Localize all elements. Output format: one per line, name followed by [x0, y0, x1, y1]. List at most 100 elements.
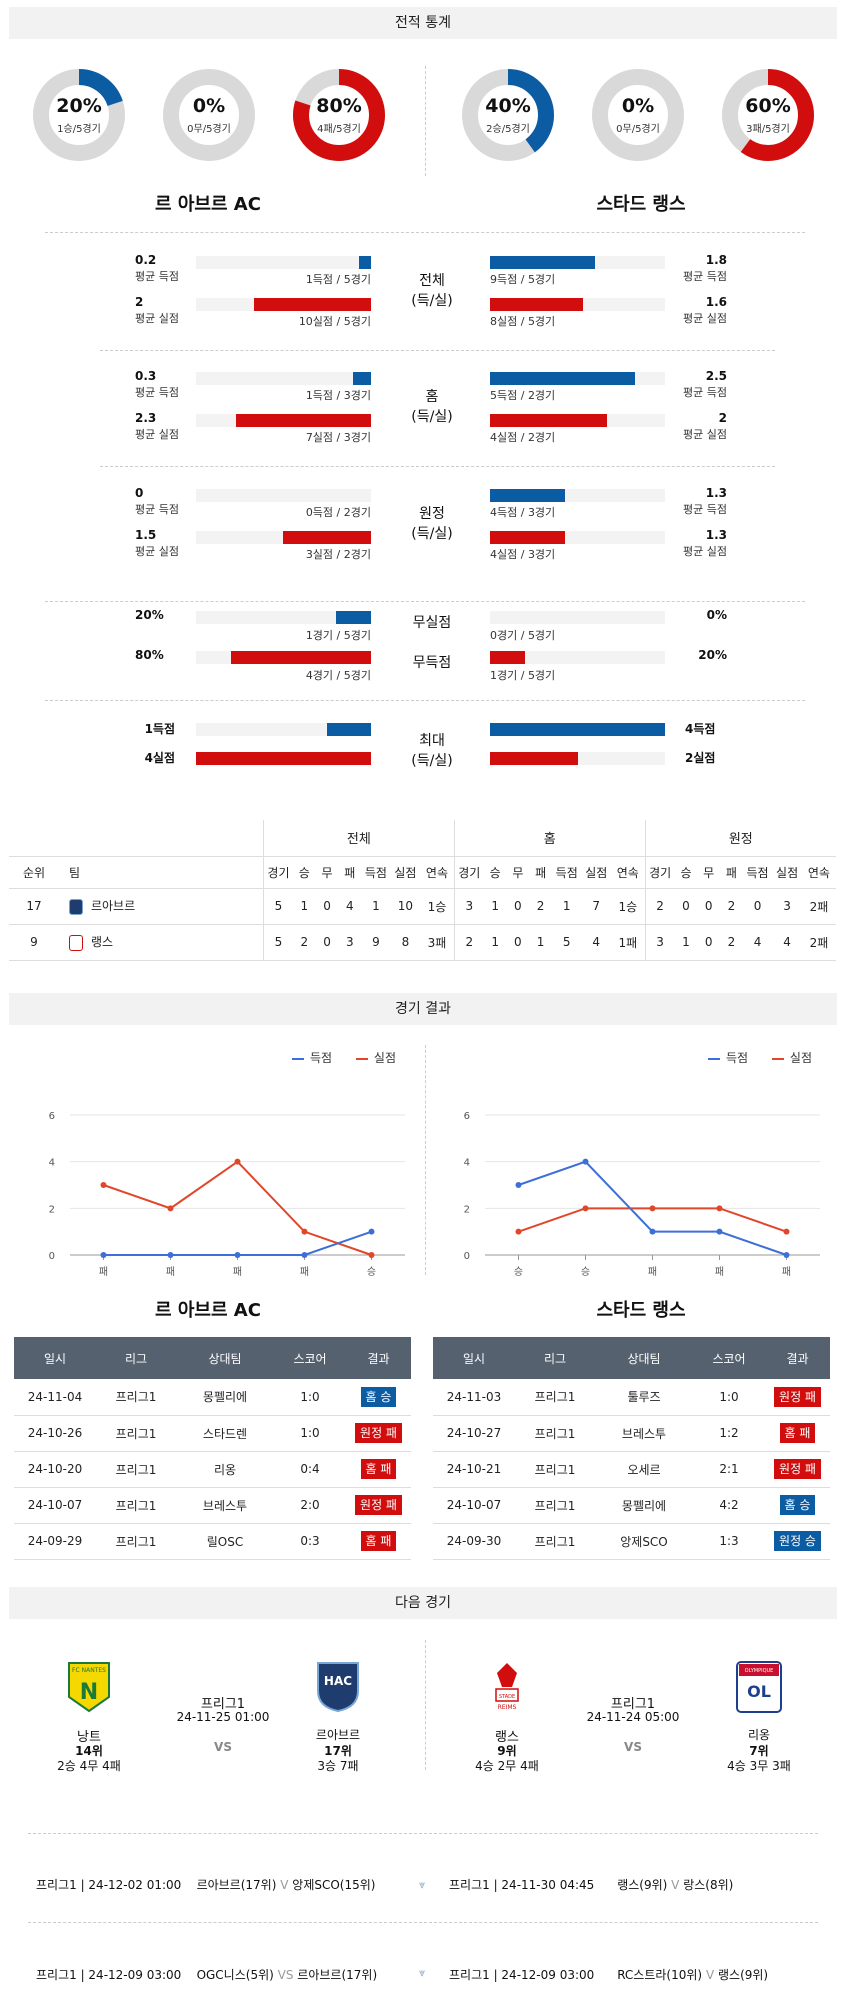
table-row[interactable]: 24-10-07 프리그1 몽펠리에 4:2 홈 승 [433, 1487, 830, 1524]
stat-left-bar [353, 372, 371, 385]
chart-concede-point[interactable] [515, 1228, 522, 1235]
standings-cell: 9 [361, 924, 391, 961]
chart-score-point[interactable] [783, 1252, 790, 1258]
table-row[interactable]: 24-11-04 프리그1 몽펠리에 1:0 홈 승 [14, 1379, 411, 1416]
standings-cell: 0 [315, 924, 339, 961]
donut-ring [722, 69, 814, 161]
chart-concede-point[interactable] [582, 1205, 589, 1212]
chart-x-tick: 패 [648, 1266, 657, 1278]
table-row[interactable]: 24-11-03 프리그1 툴루즈 1:0 원정 패 [433, 1379, 830, 1416]
results-league: 프리그1 [515, 1487, 595, 1524]
chart-score-point[interactable] [368, 1228, 375, 1235]
next-vs: VS [214, 1740, 232, 1754]
chart-score-point[interactable] [716, 1228, 723, 1235]
standings-team-cell[interactable]: 르아브르 [58, 888, 264, 925]
chart-score-point[interactable] [582, 1158, 589, 1165]
upcoming-right-2[interactable]: 프리그1 | 24-12-09 03:00 RC스트라(10위) V 랭스(9위… [449, 1966, 768, 1983]
next-time: 24-11-24 05:00 [586, 1710, 680, 1724]
chart-score-point[interactable] [649, 1228, 656, 1235]
standings-team-cell[interactable]: 랭스 [58, 924, 264, 961]
standings-cell: 0 [674, 888, 698, 925]
chart-y-tick: 4 [464, 1158, 470, 1169]
team-right-name: 스타드 랭스 [596, 194, 686, 215]
stat-left-track [196, 256, 371, 269]
chart-score-point[interactable] [234, 1252, 241, 1258]
standings-cell: 2 [453, 924, 484, 961]
max-right-bar [490, 723, 665, 736]
hac-logo-icon[interactable]: HAC [316, 1661, 360, 1713]
standings-col-header: 순위 [9, 856, 59, 889]
standings-cell: 3 [772, 888, 802, 925]
upcoming-away: 앙제SCO(15위) [292, 1878, 376, 1892]
stat-right-caption: 8실점 / 5경기 [490, 315, 556, 328]
table-row[interactable]: 24-10-07 프리그1 브레스투 2:0 원정 패 [14, 1487, 411, 1524]
chart-concede-point[interactable] [368, 1252, 375, 1258]
table-row[interactable]: 24-09-29 프리그1 릴OSC 0:3 홈 패 [14, 1523, 411, 1560]
divider [45, 601, 805, 602]
stat-left-label: 평균 득점 [135, 503, 179, 516]
standings-cell: 0 [506, 924, 530, 961]
table-row[interactable]: 24-09-30 프리그1 앙제SCO 1:3 원정 승 [433, 1523, 830, 1560]
results-result-cell: 원정 패 [765, 1451, 830, 1488]
lyon-logo-icon[interactable]: OLYMPIQUE OL [736, 1661, 782, 1713]
upcoming-left-2[interactable]: 프리그1 | 24-12-09 03:00 OGC니스(5위) VS 르아브르(… [36, 1966, 377, 1983]
standings-col-header: 무 [697, 856, 721, 889]
stat-right-value: 2 [718, 411, 727, 425]
upcoming-left-1[interactable]: 프리그1 | 24-12-02 01:00 르아브르(17위) V 앙제SCO(… [36, 1876, 375, 1893]
donut-chart: 0% 0무/5경기 [591, 68, 685, 162]
legend-score-label: 득점 [310, 1051, 333, 1065]
chart-y-tick: 0 [464, 1251, 470, 1262]
chart-concede-point[interactable] [783, 1228, 790, 1235]
stat-right-label: 평균 득점 [683, 386, 727, 399]
chart-concede-point[interactable] [100, 1182, 107, 1188]
upcoming-vs: V [280, 1878, 289, 1892]
upcoming-away: 랑스(8위) [683, 1878, 734, 1892]
results-result-cell: 홈 승 [346, 1379, 411, 1416]
standings-cell: 0 [697, 924, 721, 961]
standings-col-header: 승 [483, 856, 507, 889]
table-row[interactable]: 24-10-26 프리그1 스타드렌 1:0 원정 패 [14, 1415, 411, 1452]
table-row[interactable]: 24-10-27 프리그1 브레스투 1:2 홈 패 [433, 1415, 830, 1452]
results-opp: 오세르 [595, 1451, 693, 1488]
chart-concede-point[interactable] [649, 1205, 656, 1212]
chart-y-tick: 2 [464, 1204, 470, 1215]
results-opp: 툴루즈 [595, 1379, 693, 1416]
clean-right-track [490, 611, 665, 624]
chart-score-point[interactable] [301, 1252, 308, 1258]
max-right-value: 2실점 [685, 751, 716, 765]
chart-score-point[interactable] [515, 1182, 522, 1188]
table-row[interactable]: 9 랭스 5 2 0 3 9 8 3패 2 1 0 1 5 4 1패 3 1 0 2 4 4 2패 [9, 924, 836, 961]
donut-percent: 80% [316, 95, 362, 117]
table-row[interactable]: 24-10-20 프리그1 리옹 0:4 홈 패 [14, 1451, 411, 1488]
chart-concede-point[interactable] [167, 1205, 174, 1212]
standings-team-name: 랭스 [90, 935, 114, 950]
chevron-down-icon[interactable]: ⩔ [419, 1966, 426, 1979]
chart-score-point[interactable] [100, 1252, 107, 1258]
reims-logo-icon[interactable]: STADE REIMS [490, 1661, 524, 1713]
chevron-down-icon[interactable]: ⩔ [419, 1878, 426, 1891]
donut-subtext: 1승/5경기 [57, 124, 101, 135]
chart-concede-point[interactable] [716, 1205, 723, 1212]
chart-score-point[interactable] [167, 1252, 174, 1258]
donut-ring [163, 69, 255, 161]
stat-right-label: 평균 실점 [683, 428, 727, 441]
upcoming-home: 르아브르(17위) [196, 1878, 277, 1892]
result-badge: 홈 승 [360, 1386, 397, 1407]
donut-chart: 80% 4패/5경기 [292, 68, 386, 162]
chart-concede-point[interactable] [301, 1228, 308, 1235]
standings-col-header: 실점 [390, 856, 421, 889]
upcoming-right-1[interactable]: 프리그1 | 24-11-30 04:45 랭스(9위) V 랑스(8위) [449, 1876, 733, 1893]
donut-percent: 60% [745, 95, 791, 117]
standings-col-header: 연속 [611, 856, 646, 889]
stat-left-caption: 1득점 / 5경기 [305, 273, 371, 286]
table-row[interactable]: 17 르아브르 5 1 0 4 1 10 1승 3 1 0 2 1 7 1승 2 0 0 2 0 3 2패 [9, 888, 836, 925]
results-header-row: 일시 리그 상대팀 스코어 결과 [433, 1337, 830, 1379]
results-date: 24-11-04 [14, 1379, 96, 1416]
donut-subtext: 2승/5경기 [486, 124, 530, 135]
max-left-value: 1득점 [144, 722, 175, 736]
svg-text:STADE: STADE [499, 1694, 515, 1700]
nantes-logo-icon[interactable]: FC NANTES N [67, 1661, 111, 1713]
table-row[interactable]: 24-10-21 프리그1 오세르 2:1 원정 패 [433, 1451, 830, 1488]
chart-concede-point[interactable] [234, 1158, 241, 1165]
results-col-header: 상대팀 [595, 1337, 693, 1379]
